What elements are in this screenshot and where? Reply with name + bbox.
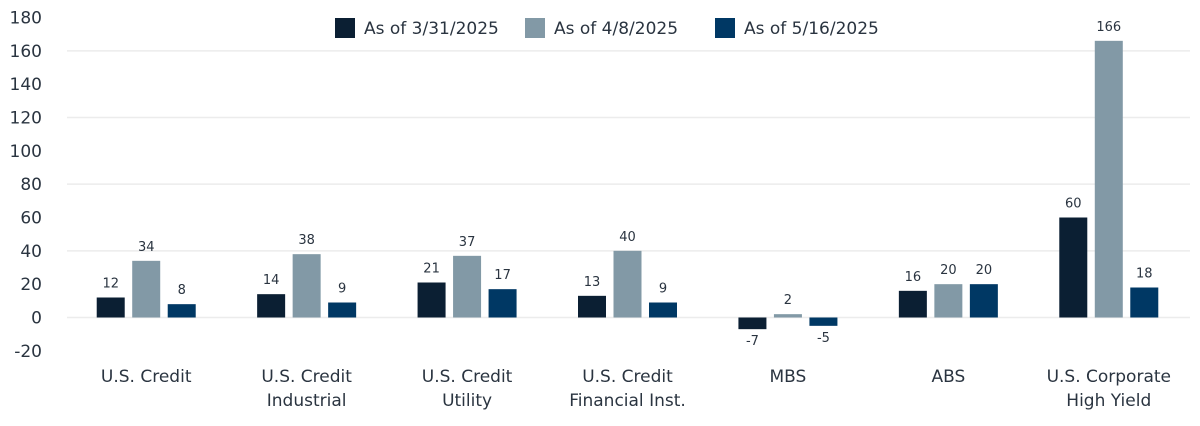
bar [328, 302, 357, 318]
data-label: 17 [494, 268, 511, 283]
y-tick-label: -20 [14, 342, 42, 362]
data-label: 14 [263, 273, 280, 288]
bar [969, 284, 998, 318]
data-label: 20 [940, 263, 957, 278]
x-category-label: U.S. Credit [582, 367, 673, 387]
data-label: 12 [102, 277, 119, 292]
data-label: 16 [905, 270, 922, 285]
data-label: 13 [584, 275, 601, 290]
x-category-label: High Yield [1066, 391, 1151, 411]
x-category-label: Industrial [267, 391, 347, 411]
y-tick-label: 100 [10, 142, 42, 162]
y-tick-label: 140 [10, 75, 42, 95]
y-tick-label: 120 [10, 109, 42, 129]
y-tick-label: 20 [20, 275, 42, 295]
x-category-label: MBS [770, 367, 807, 387]
bar [132, 260, 161, 318]
legend-label: As of 4/8/2025 [554, 19, 678, 39]
data-label: 60 [1065, 197, 1082, 212]
bar [292, 254, 321, 318]
bar [417, 282, 446, 318]
bar [1130, 287, 1159, 318]
data-label: -5 [817, 331, 830, 346]
bar [453, 255, 482, 318]
data-label: 34 [138, 240, 155, 255]
legend-swatch [525, 18, 545, 38]
data-label: 21 [423, 262, 440, 277]
y-tick-label: 80 [20, 175, 42, 195]
x-category-label: U.S. Corporate [1047, 367, 1171, 387]
y-tick-label: 0 [31, 309, 42, 329]
bar [1059, 217, 1088, 318]
bar [649, 302, 677, 318]
x-category-label: U.S. Credit [261, 367, 352, 387]
data-label: 8 [178, 283, 186, 298]
data-label: 9 [659, 282, 667, 297]
x-category-label: U.S. Credit [101, 367, 192, 387]
data-label: 18 [1136, 267, 1153, 282]
data-label: 37 [459, 235, 476, 250]
bar [96, 297, 125, 318]
bar [488, 289, 517, 318]
x-category-label: Utility [442, 391, 492, 411]
data-label: 2 [784, 293, 792, 308]
x-category-label: Financial Inst. [569, 391, 686, 411]
data-label: 9 [338, 282, 346, 297]
bar [773, 314, 802, 318]
y-tick-label: 60 [20, 209, 42, 229]
bar [578, 295, 606, 318]
bar [738, 317, 767, 330]
bar [167, 304, 196, 318]
legend-label: As of 5/16/2025 [744, 19, 879, 39]
data-label: -7 [746, 334, 759, 349]
y-tick-label: 160 [10, 42, 42, 62]
x-category-label: ABS [931, 367, 965, 387]
data-label: 20 [976, 263, 993, 278]
bar [613, 250, 642, 318]
legend-swatch [715, 18, 735, 38]
bar [1094, 40, 1123, 318]
legend-swatch [335, 18, 355, 38]
bar [898, 290, 927, 318]
bar [809, 317, 838, 326]
data-label: 166 [1096, 20, 1121, 35]
y-tick-label: 40 [20, 242, 42, 262]
y-tick-label: 180 [10, 9, 42, 29]
legend-label: As of 3/31/2025 [364, 19, 499, 39]
data-label: 40 [619, 230, 636, 245]
bar [257, 294, 286, 318]
data-label: 38 [298, 233, 315, 248]
bar [934, 284, 963, 318]
x-category-label: U.S. Credit [422, 367, 513, 387]
